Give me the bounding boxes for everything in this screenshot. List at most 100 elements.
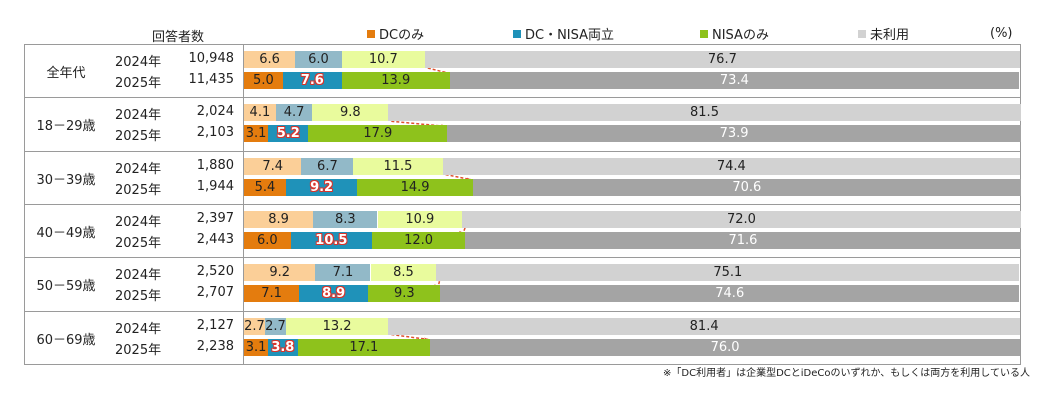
bar-segment: 72.0: [462, 210, 1021, 228]
row-year: 2025年: [115, 289, 162, 305]
bar-segment: 81.4: [388, 317, 1020, 335]
group-divider: [24, 44, 1021, 45]
group-label: 60－69歳: [36, 332, 96, 348]
bar-segment: 14.9: [357, 178, 473, 196]
bar-segment: 13.2: [285, 317, 389, 335]
legend-label: 未利用: [870, 28, 910, 43]
bar-segment: 5.0: [244, 72, 283, 89]
frame-right-line: [1020, 44, 1021, 364]
bar-segment: 7.1: [315, 264, 371, 282]
legend-item: DCのみ: [367, 24, 424, 43]
legend-swatch: [700, 29, 708, 38]
bar-segment: 17.9: [308, 125, 448, 143]
bar-segment: 3.1: [244, 125, 269, 143]
bar-segment: 6.0: [295, 51, 342, 68]
bar-segment: 3.8: [268, 338, 298, 356]
row-year: 2025年: [115, 342, 162, 358]
row-count: 1,880: [196, 157, 234, 173]
bar-segment: 3.1: [244, 338, 269, 356]
bar-segment: 10.9: [377, 210, 463, 228]
row-count: 11,435: [188, 72, 235, 87]
legend-item: DC・NISA両立: [513, 24, 614, 43]
group-divider: [24, 311, 1021, 312]
bar-segment: 9.2: [244, 264, 316, 282]
row-count: 1,944: [196, 178, 234, 194]
bar-segment: 73.4: [449, 72, 1020, 89]
row-count: 2,024: [196, 104, 234, 120]
bar-segment: 81.5: [388, 104, 1021, 122]
frame-left-line: [24, 44, 25, 364]
bar-segment: 9.2: [285, 178, 358, 196]
group-divider: [24, 204, 1021, 205]
bar-segment: 7.6: [282, 72, 342, 89]
group-divider: [24, 364, 1021, 365]
bar-segment: 70.6: [472, 178, 1021, 196]
bar-segment: 71.6: [465, 231, 1021, 249]
row-count: 2,397: [196, 210, 234, 226]
bar-segment: 10.7: [341, 51, 425, 68]
row-count: 2,520: [196, 264, 234, 280]
row-year: 2024年: [115, 108, 162, 124]
bar-segment: 6.6: [244, 51, 296, 68]
bar-segment: 76.0: [430, 338, 1020, 356]
respondents-header: 回答者数: [152, 30, 205, 45]
row-count: 2,103: [196, 125, 234, 141]
bar-segment: 74.4: [442, 157, 1020, 175]
legend-label: DCのみ: [379, 28, 425, 43]
bar-segment: 75.1: [436, 264, 1020, 282]
row-year: 2024年: [115, 321, 162, 337]
bar-segment: 8.3: [313, 210, 378, 228]
unit-label: (%): [990, 26, 1013, 41]
legend-item: 未利用: [858, 24, 909, 43]
group-label: 全年代: [46, 66, 86, 81]
bar-segment: 12.0: [372, 231, 466, 249]
group-label: 30－39歳: [36, 172, 96, 188]
row-year: 2024年: [115, 161, 162, 177]
group-label: 18－29歳: [36, 119, 96, 135]
bar-segment: 7.1: [244, 285, 300, 303]
bar-segment: 8.9: [299, 285, 369, 303]
bar-segment: 76.7: [424, 51, 1020, 68]
row-year: 2025年: [115, 76, 162, 91]
group-divider: [24, 257, 1021, 258]
bar-segment: 7.4: [244, 157, 302, 175]
legend-label: NISAのみ: [712, 28, 769, 43]
bar-segment: 6.0: [244, 231, 291, 249]
bar-segment: 10.5: [290, 231, 373, 249]
group-label: 50－59歳: [36, 279, 96, 295]
bar-segment: 4.1: [244, 104, 276, 122]
bar-segment: 11.5: [353, 157, 443, 175]
row-year: 2025年: [115, 235, 162, 251]
row-year: 2025年: [115, 129, 162, 145]
legend-swatch: [513, 29, 521, 38]
row-year: 2025年: [115, 182, 162, 198]
bar-segment: 13.9: [341, 72, 450, 89]
bar-segment: 5.4: [244, 178, 286, 196]
row-year: 2024年: [115, 214, 162, 230]
legend-label: DC・NISA両立: [525, 28, 615, 43]
bar-segment: 17.1: [297, 338, 431, 356]
bar-axis-line: [243, 44, 244, 364]
group-label: 40－49歳: [36, 225, 96, 241]
legend-swatch: [858, 29, 866, 38]
row-count: 2,707: [196, 285, 234, 301]
bar-segment: 2.7: [265, 317, 286, 335]
row-count: 2,238: [196, 338, 234, 354]
bar-segment: 73.9: [447, 125, 1021, 143]
group-divider: [24, 151, 1021, 152]
bar-segment: 9.3: [368, 285, 441, 303]
bar-segment: 74.6: [440, 285, 1020, 303]
bar-segment: 9.8: [312, 104, 389, 122]
legend-swatch: [367, 29, 375, 38]
footnote: ※「DC利用者」は企業型DCとiDeCoのいずれか、もしくは両方を利用している人: [663, 368, 1030, 379]
row-year: 2024年: [115, 55, 162, 70]
bar-segment: 6.7: [301, 157, 354, 175]
bar-segment: 8.5: [370, 264, 437, 282]
row-count: 2,127: [196, 317, 234, 333]
row-count: 10,948: [188, 51, 235, 66]
row-year: 2024年: [115, 268, 162, 284]
bar-segment: 2.7: [244, 317, 265, 335]
row-count: 2,443: [196, 231, 234, 247]
bar-segment: 4.7: [275, 104, 313, 122]
